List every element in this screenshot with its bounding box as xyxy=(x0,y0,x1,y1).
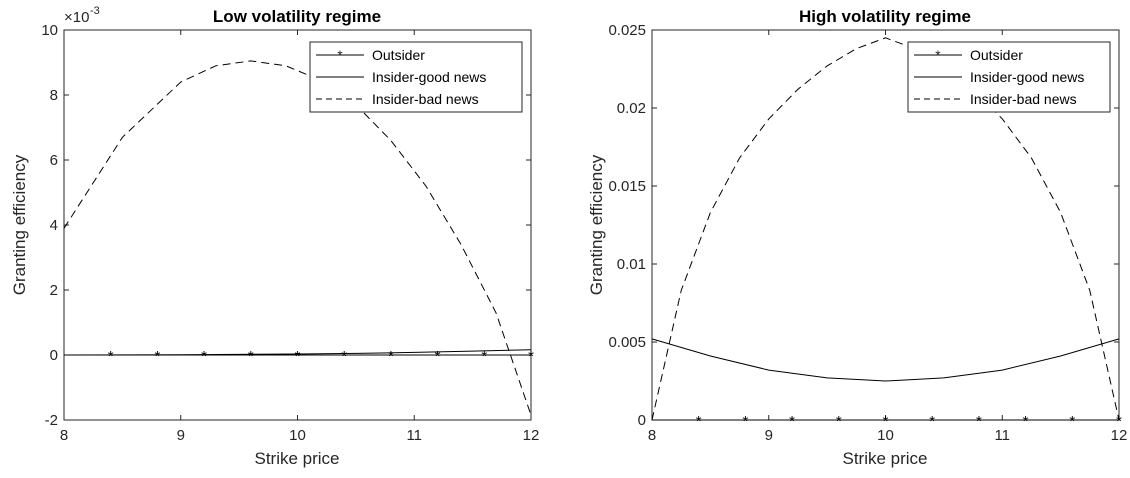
y-tick-label-high: 0.01 xyxy=(617,256,646,273)
ticks-high: 8 9 10 11 12 0 0.005 0.01 0.015 0.02 0.025 xyxy=(608,22,1127,444)
chart-title-high: High volatility regime xyxy=(799,7,971,26)
marker-outsider-high: * xyxy=(696,413,702,430)
y-axis-label-high: Granting efficiency xyxy=(587,154,606,295)
marker-outsider-high: * xyxy=(789,413,795,430)
marker-outsider-high: * xyxy=(836,413,842,430)
y-tick-label-high: 0.02 xyxy=(617,100,646,117)
legend-label-bad-high: Insider-bad news xyxy=(970,91,1077,107)
x-tick-label-high: 9 xyxy=(765,427,773,444)
legend-label-outsider-high: Outsider xyxy=(970,47,1023,63)
x-axis-label-low: Strike price xyxy=(254,449,339,468)
legend-high: * Outsider Insider-good news Insider-bad… xyxy=(907,41,1111,113)
series-line-insider-bad-low xyxy=(63,60,532,416)
y-tick-label-low: 6 xyxy=(50,152,58,169)
marker-outsider-high: * xyxy=(1023,413,1029,430)
marker-outsider-high: * xyxy=(929,413,935,430)
y-tick-label-high: 0.015 xyxy=(608,178,646,195)
x-tick-label-low: 10 xyxy=(289,427,306,444)
legend-label-good-low: Insider-good news xyxy=(372,69,486,85)
y-axis-label-low: Granting efficiency xyxy=(10,154,29,295)
x-tick-label-low: 11 xyxy=(406,427,422,444)
marker-outsider-low: * xyxy=(481,348,487,365)
series-group-high: * * * * * * * * * * xyxy=(651,37,1122,430)
marker-outsider-low: * xyxy=(295,348,301,365)
legend-label-good-high: Insider-good news xyxy=(970,69,1084,85)
marker-outsider-low: * xyxy=(154,348,160,365)
series-line-insider-good-low xyxy=(63,349,532,356)
chart-low-volatility: Low volatility regime Strike price Grant… xyxy=(10,5,539,468)
y-tick-label-low: 8 xyxy=(50,87,58,104)
legend-label-bad-low: Insider-bad news xyxy=(372,91,479,107)
legend-marker-outsider-high: * xyxy=(935,47,941,63)
marker-outsider-low: * xyxy=(248,348,254,365)
y-tick-label-low: 4 xyxy=(50,217,58,234)
series-group-low: * * * * * * * * * * xyxy=(63,60,534,416)
y-tick-label-low: 2 xyxy=(50,282,58,299)
x-tick-label-high: 12 xyxy=(1111,427,1128,444)
y-tick-label-low: -2 xyxy=(45,412,58,429)
marker-outsider-high: * xyxy=(1116,413,1122,430)
y-tick-label-low: 0 xyxy=(50,347,58,364)
marker-outsider-low: * xyxy=(201,348,207,365)
y-exponent-base-low: ×10 xyxy=(64,9,89,26)
marker-outsider-low: * xyxy=(528,348,534,365)
legend-marker-outsider-low: * xyxy=(337,47,343,63)
marker-outsider-low: * xyxy=(388,348,394,365)
x-tick-label-high: 8 xyxy=(648,427,656,444)
series-line-insider-good-high xyxy=(651,338,1120,382)
x-tick-label-high: 10 xyxy=(877,427,894,444)
y-tick-label-high: 0.005 xyxy=(608,334,646,351)
marker-outsider-high: * xyxy=(1069,413,1075,430)
marker-outsider-low: * xyxy=(341,348,347,365)
chart-title-low: Low volatility regime xyxy=(213,7,381,26)
marker-outsider-low: * xyxy=(435,348,441,365)
chart-high-volatility: High volatility regime Strike price Gran… xyxy=(587,7,1127,468)
y-exponent-label-low: ×10 -3 xyxy=(64,5,100,26)
series-line-insider-bad-high xyxy=(651,37,1120,421)
marker-outsider-high: * xyxy=(976,413,982,430)
ticks-low: 8 9 10 11 12 -2 0 2 4 6 8 10 xyxy=(41,22,539,444)
x-axis-label-high: Strike price xyxy=(842,449,927,468)
marker-outsider-high: * xyxy=(883,413,889,430)
x-tick-label-low: 8 xyxy=(60,427,68,444)
marker-outsider-high: * xyxy=(742,413,748,430)
x-tick-label-low: 12 xyxy=(523,427,540,444)
x-tick-label-high: 11 xyxy=(994,427,1010,444)
legend-low: * Outsider Insider-good news Insider-bad… xyxy=(309,41,523,113)
y-tick-label-low: 10 xyxy=(41,22,58,39)
x-tick-label-low: 9 xyxy=(177,427,185,444)
legend-label-outsider-low: Outsider xyxy=(372,47,425,63)
y-exponent-power-low: -3 xyxy=(90,5,100,17)
marker-outsider-low: * xyxy=(108,348,114,365)
y-tick-label-high: 0 xyxy=(638,412,646,429)
y-tick-label-high: 0.025 xyxy=(608,22,646,39)
